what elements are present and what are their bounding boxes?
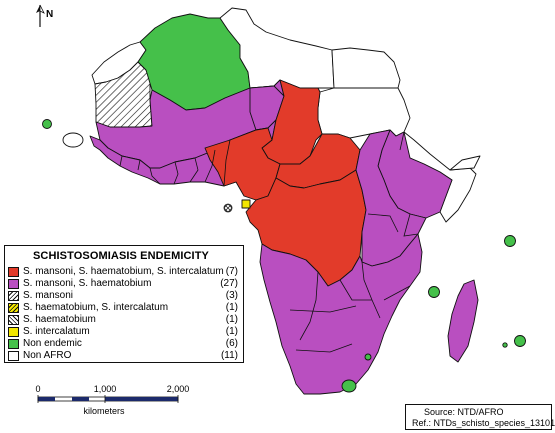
- legend-item: Non AFRO (11): [8, 350, 238, 362]
- source-box: Source: NTD/AFRO Ref.: NTDs_schisto_spec…: [405, 404, 555, 430]
- legend-label: S. haematobium, S. intercalatum: [23, 302, 169, 313]
- scale-unit-label: kilometers: [83, 406, 125, 416]
- legend-count: (3): [225, 290, 238, 301]
- legend-item: Non endemic (6): [8, 338, 238, 350]
- legend-label: Non endemic: [23, 338, 82, 349]
- sudan-region: [317, 87, 411, 139]
- equatorial-guinea-region: [241, 199, 251, 209]
- scale-tick-label: 2,000: [166, 384, 190, 394]
- legend-swatch: [8, 303, 19, 313]
- legend-item: S. intercalatum (1): [8, 326, 238, 338]
- legend-label: S. intercalatum: [23, 326, 90, 337]
- mauritius-marker: [514, 335, 526, 347]
- legend-swatch: [8, 327, 19, 337]
- legend-swatch: [8, 315, 19, 325]
- legend-count: (1): [225, 302, 238, 313]
- scale-bar-graphic: [37, 395, 179, 403]
- legend-count: (7): [225, 266, 238, 277]
- legend-count: (27): [220, 278, 238, 289]
- legend-label: S. mansoni: [23, 290, 74, 301]
- scale-tick-label: 1,000: [93, 384, 117, 394]
- legend-label: S. haematobium: [23, 314, 96, 325]
- legend-swatch: [8, 351, 19, 361]
- legend-item: S. haematobium, S. intercalatum (1): [8, 302, 238, 314]
- reunion-marker: [502, 342, 508, 348]
- sao-tome-marker: [223, 203, 233, 213]
- legend-count: (11): [220, 350, 238, 361]
- legend-count: (1): [225, 326, 238, 337]
- madagascar-region: [447, 279, 479, 363]
- legend-swatch: [8, 267, 19, 277]
- legend-swatch: [8, 279, 19, 289]
- legend-item: S. mansoni (3): [8, 290, 238, 302]
- reference-line: Ref.: NTDs_schisto_species_131011: [412, 418, 555, 428]
- legend-item: S. mansoni, S. haematobium, S. intercala…: [8, 266, 238, 278]
- cape-verde-marker: [42, 119, 52, 129]
- legend-count: (6): [225, 338, 238, 349]
- east-africa-region: [355, 129, 427, 267]
- legend-item: S. haematobium (1): [8, 314, 238, 326]
- legend-label: Non AFRO: [23, 350, 72, 361]
- country-borders: [119, 131, 419, 353]
- legend-swatch: [8, 339, 19, 349]
- swaziland-marker: [364, 353, 372, 361]
- legend-swatch: [8, 291, 19, 301]
- north-arrow: N: [30, 4, 60, 30]
- north-arrow-icon: [36, 4, 45, 27]
- egypt-region: [331, 47, 401, 89]
- seychelles-marker: [504, 235, 516, 247]
- comoros-marker: [428, 286, 440, 298]
- legend-count: (1): [225, 314, 238, 325]
- scale-tick-label: 0: [35, 384, 41, 394]
- lesotho-marker: [341, 379, 357, 393]
- source-line: Source: NTD/AFRO: [424, 407, 504, 417]
- legend-label: S. mansoni, S. haematobium, S. intercala…: [23, 266, 224, 277]
- scale-bar: 0 1,000 2,000 kilometers: [30, 384, 190, 416]
- legend-label: S. mansoni, S. haematobium: [23, 278, 152, 289]
- gambia-highlight: [62, 132, 84, 148]
- somaliland-region: [449, 155, 481, 171]
- legend-item: S. mansoni, S. haematobium (27): [8, 278, 238, 290]
- legend-title: SCHISTOSOMIASIS ENDEMICITY: [33, 250, 209, 262]
- map-legend: SCHISTOSOMIASIS ENDEMICITY S. mansoni, S…: [4, 245, 244, 363]
- north-label: N: [46, 9, 54, 20]
